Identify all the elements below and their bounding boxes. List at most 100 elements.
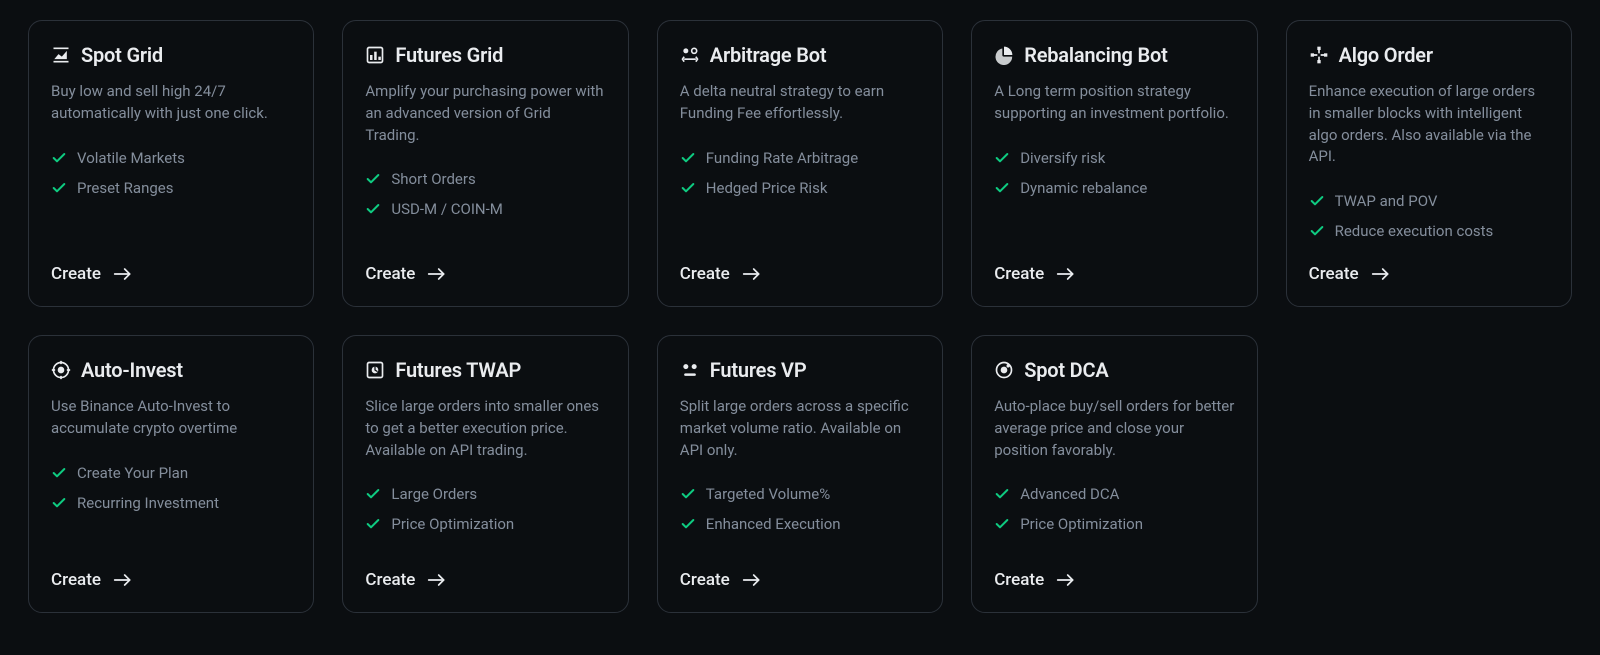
card-description: A Long term position strategy supporting… [994,81,1234,125]
card-features: Targeted Volume% Enhanced Execution [680,479,920,539]
card-auto-invest: Auto-Invest Use Binance Auto-Invest to a… [28,335,314,613]
create-button[interactable]: Create [1309,264,1549,284]
create-button[interactable]: Create [680,264,920,284]
feature-label: Price Optimization [391,515,514,533]
card-description: A delta neutral strategy to earn Funding… [680,81,920,125]
card-header: Spot DCA [994,358,1234,382]
feature-item: Volatile Markets [51,143,291,173]
check-icon [680,180,696,196]
feature-item: Funding Rate Arbitrage [680,143,920,173]
create-button[interactable]: Create [994,570,1234,590]
feature-label: USD-M / COIN-M [391,200,502,218]
card-title: Spot Grid [81,43,163,67]
card-rebalancing-bot: Rebalancing Bot A Long term position str… [971,20,1257,307]
card-title: Arbitrage Bot [710,43,827,67]
feature-label: Hedged Price Risk [706,179,828,197]
feature-item: Diversify risk [994,143,1234,173]
feature-label: Large Orders [391,485,477,503]
card-description: Enhance execution of large orders in sma… [1309,81,1549,168]
check-icon [994,180,1010,196]
check-icon [994,486,1010,502]
algo-icon [1309,45,1329,65]
target-icon [51,360,71,380]
card-title: Spot DCA [1024,358,1108,382]
check-icon [994,150,1010,166]
create-label: Create [365,264,415,284]
pie-icon [994,45,1014,65]
check-icon [51,465,67,481]
card-features: TWAP and POV Reduce execution costs [1309,186,1549,246]
check-icon [365,171,381,187]
arrow-right-icon [427,267,447,281]
card-header: Arbitrage Bot [680,43,920,67]
feature-item: Targeted Volume% [680,479,920,509]
feature-label: TWAP and POV [1335,192,1438,210]
check-icon [680,150,696,166]
card-algo-order: Algo Order Enhance execution of large or… [1286,20,1572,307]
card-title: Futures TWAP [395,358,521,382]
arrow-right-icon [742,267,762,281]
card-title: Futures Grid [395,43,503,67]
card-features: Funding Rate Arbitrage Hedged Price Risk [680,143,920,203]
arrow-right-icon [427,573,447,587]
feature-item: Create Your Plan [51,458,291,488]
card-features: Large Orders Price Optimization [365,479,605,539]
arrow-right-icon [1371,267,1391,281]
card-futures-vp: Futures VP Split large orders across a s… [657,335,943,613]
check-icon [680,486,696,502]
create-label: Create [994,570,1044,590]
card-description: Split large orders across a specific mar… [680,396,920,461]
create-button[interactable]: Create [365,264,605,284]
create-button[interactable]: Create [365,570,605,590]
card-futures-grid: Futures Grid Amplify your purchasing pow… [342,20,628,307]
chart-grow-icon [51,45,71,65]
feature-label: Preset Ranges [77,179,174,197]
create-button[interactable]: Create [680,570,920,590]
create-button[interactable]: Create [51,570,291,590]
feature-item: Short Orders [365,164,605,194]
card-description: Amplify your purchasing power with an ad… [365,81,605,146]
dca-icon [994,360,1014,380]
check-icon [1309,223,1325,239]
feature-label: Price Optimization [1020,515,1143,533]
card-description: Use Binance Auto-Invest to accumulate cr… [51,396,291,440]
card-title: Rebalancing Bot [1024,43,1167,67]
card-title: Futures VP [710,358,807,382]
feature-label: Recurring Investment [77,494,219,512]
feature-item: Reduce execution costs [1309,216,1549,246]
arrow-right-icon [113,267,133,281]
feature-item: Dynamic rebalance [994,173,1234,203]
check-icon [680,516,696,532]
arrow-right-icon [1056,267,1076,281]
feature-item: USD-M / COIN-M [365,194,605,224]
create-button[interactable]: Create [994,264,1234,284]
feature-item: Price Optimization [365,509,605,539]
feature-item: Preset Ranges [51,173,291,203]
feature-label: Funding Rate Arbitrage [706,149,858,167]
card-description: Auto-place buy/sell orders for better av… [994,396,1234,461]
feature-label: Enhanced Execution [706,515,841,533]
card-header: Spot Grid [51,43,291,67]
feature-item: Recurring Investment [51,488,291,518]
arrow-right-icon [1056,573,1076,587]
card-features: Create Your Plan Recurring Investment [51,458,291,518]
check-icon [994,516,1010,532]
card-features: Short Orders USD-M / COIN-M [365,164,605,224]
check-icon [51,495,67,511]
card-features: Volatile Markets Preset Ranges [51,143,291,203]
feature-item: Advanced DCA [994,479,1234,509]
feature-label: Dynamic rebalance [1020,179,1147,197]
check-icon [365,486,381,502]
twap-icon [365,360,385,380]
trading-bots-grid: Spot Grid Buy low and sell high 24/7 aut… [28,20,1572,613]
create-label: Create [994,264,1044,284]
feature-label: Diversify risk [1020,149,1105,167]
card-header: Futures TWAP [365,358,605,382]
create-button[interactable]: Create [51,264,291,284]
card-features: Advanced DCA Price Optimization [994,479,1234,539]
card-features: Diversify risk Dynamic rebalance [994,143,1234,203]
feature-item: Price Optimization [994,509,1234,539]
feature-item: Hedged Price Risk [680,173,920,203]
create-label: Create [51,264,101,284]
feature-label: Short Orders [391,170,475,188]
